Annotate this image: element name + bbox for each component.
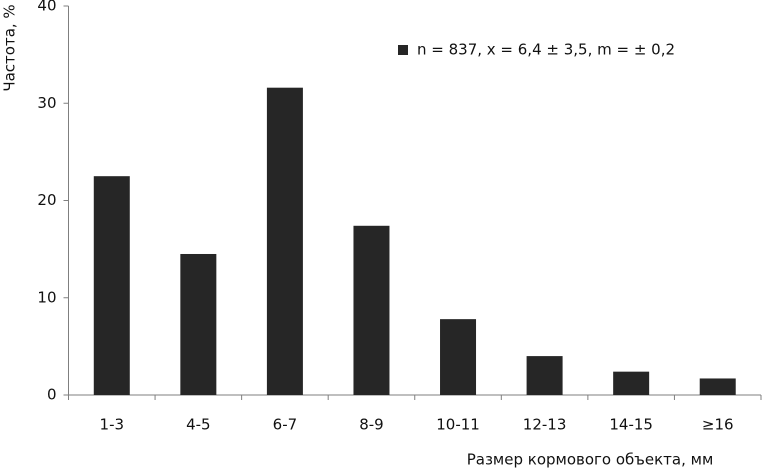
legend-swatch <box>398 45 408 55</box>
bar <box>440 319 477 395</box>
bar <box>93 176 130 395</box>
x-tick-label: ≥16 <box>702 416 734 434</box>
legend-label: n = 837, x = 6,4 ± 3,5, m = ± 0,2 <box>417 41 675 59</box>
x-tick-label: 10-11 <box>436 416 480 434</box>
x-tick-label: 12-13 <box>523 416 567 434</box>
x-tick-label: 4-5 <box>186 416 211 434</box>
bar <box>180 253 217 395</box>
y-tick-label: 0 <box>47 386 57 404</box>
y-axis-label: Частота, % <box>1 4 19 91</box>
x-axis-label: Размер кормового объекта, мм <box>467 451 714 469</box>
x-tick-label: 6-7 <box>273 416 298 434</box>
bar <box>353 225 390 395</box>
y-tick-label: 30 <box>37 94 56 112</box>
y-tick-label: 20 <box>37 191 56 209</box>
bar <box>613 371 650 395</box>
x-tick-label: 8-9 <box>359 416 384 434</box>
x-tick-label: 1-3 <box>100 416 125 434</box>
bar <box>526 356 563 395</box>
y-tick-label: 10 <box>37 288 56 306</box>
bar <box>699 378 736 395</box>
bar <box>266 87 303 395</box>
x-tick-label: 14-15 <box>609 416 653 434</box>
y-tick-label: 40 <box>37 0 56 15</box>
